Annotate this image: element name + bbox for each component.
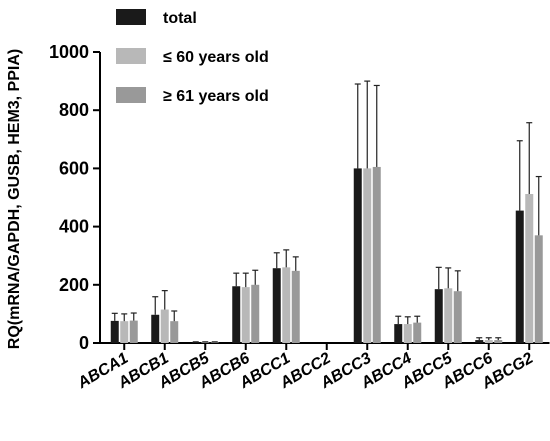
bar xyxy=(120,321,129,343)
bar xyxy=(494,340,503,343)
bar xyxy=(453,291,462,343)
bar xyxy=(515,210,524,343)
bar xyxy=(191,342,200,343)
bar xyxy=(201,342,210,343)
bar xyxy=(251,284,260,343)
y-tick-label: 400 xyxy=(59,217,89,237)
bar xyxy=(291,270,300,343)
legend-swatch xyxy=(116,48,146,64)
legend-swatch xyxy=(116,87,146,103)
y-tick-label: 200 xyxy=(59,275,89,295)
bar xyxy=(434,289,443,343)
bar xyxy=(272,268,281,343)
bar xyxy=(232,286,241,343)
y-tick-label: 0 xyxy=(79,333,89,353)
bar xyxy=(151,314,160,343)
bar xyxy=(353,168,362,343)
y-tick-label: 800 xyxy=(59,100,89,120)
bar xyxy=(475,340,484,343)
bar xyxy=(484,340,493,343)
bar xyxy=(210,342,219,343)
bar xyxy=(372,166,381,343)
bar xyxy=(170,321,179,343)
bar xyxy=(413,322,422,343)
bar xyxy=(403,324,412,343)
bar xyxy=(525,194,534,343)
y-axis-title: RQ(mRNA/GAPDH, GUSB, HEM3, PPIA) xyxy=(6,49,23,349)
bar xyxy=(282,267,291,343)
bar xyxy=(394,324,403,343)
bar xyxy=(110,320,119,343)
legend-swatch xyxy=(116,9,146,25)
legend-label: total xyxy=(163,10,197,27)
bar xyxy=(363,168,372,343)
bar xyxy=(444,288,453,343)
legend-label: ≤ 60 years old xyxy=(163,49,269,66)
legend-label: ≥ 61 years old xyxy=(163,88,269,105)
bar xyxy=(241,287,250,343)
bar xyxy=(129,320,138,343)
y-tick-label: 600 xyxy=(59,158,89,178)
y-tick-label: 1000 xyxy=(49,42,89,62)
bar xyxy=(534,235,543,343)
bar xyxy=(160,309,169,343)
